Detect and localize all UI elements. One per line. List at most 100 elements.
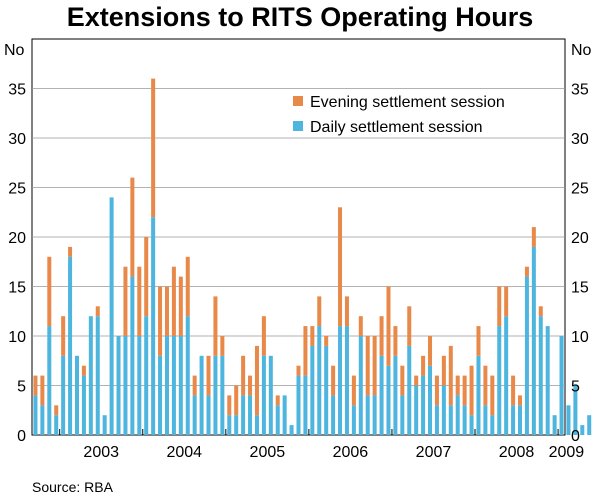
bar-evening bbox=[414, 375, 419, 386]
bar-daily bbox=[379, 355, 384, 435]
y-tick-label-right: 0 bbox=[571, 428, 580, 445]
bar-evening bbox=[144, 237, 149, 317]
bar-daily bbox=[400, 395, 405, 435]
bar-evening bbox=[441, 355, 446, 386]
bar-daily bbox=[573, 385, 578, 435]
bar-daily bbox=[268, 355, 273, 435]
bar-daily bbox=[421, 375, 426, 435]
y-tick-label-left: 10 bbox=[8, 329, 26, 346]
y-tick-label-left: 25 bbox=[8, 181, 26, 198]
legend-swatch-evening bbox=[293, 96, 303, 106]
bar-evening bbox=[476, 326, 481, 356]
bar-evening bbox=[178, 276, 183, 336]
bar-daily bbox=[213, 355, 218, 435]
bar-evening bbox=[95, 306, 100, 317]
source-note: Source: RBA bbox=[32, 479, 113, 495]
bar-daily bbox=[351, 405, 356, 435]
bar-evening bbox=[372, 336, 377, 396]
bar-evening bbox=[254, 345, 259, 416]
bar-daily bbox=[462, 405, 467, 435]
bar-evening bbox=[379, 316, 384, 356]
bar-daily bbox=[206, 395, 211, 435]
bar-evening bbox=[338, 207, 343, 327]
bar-evening bbox=[483, 365, 488, 406]
bar-daily bbox=[538, 316, 543, 435]
bar-daily bbox=[74, 355, 80, 435]
y-axis-label-right: No bbox=[571, 42, 592, 59]
bar-daily bbox=[158, 355, 163, 435]
bar-evening bbox=[386, 286, 391, 366]
y-tick-label-right: 20 bbox=[571, 230, 589, 247]
bar-evening bbox=[344, 296, 349, 327]
bar-daily bbox=[289, 425, 294, 435]
bar-evening bbox=[33, 375, 38, 396]
bar-evening bbox=[393, 326, 398, 356]
bar-daily bbox=[164, 336, 169, 435]
bar-evening bbox=[220, 336, 225, 356]
bar-evening bbox=[358, 316, 363, 336]
legend-label-daily: Daily settlement session bbox=[310, 119, 483, 136]
x-tick-label: 2009 bbox=[549, 444, 585, 461]
bar-evening bbox=[407, 306, 412, 346]
bar-evening bbox=[151, 78, 156, 218]
bar-evening bbox=[310, 326, 315, 346]
bar-daily bbox=[227, 415, 232, 435]
bar-daily bbox=[102, 415, 107, 435]
bar-daily bbox=[234, 415, 239, 435]
bar-daily bbox=[248, 395, 253, 435]
y-tick-label-left: 0 bbox=[17, 428, 26, 445]
bar-evening bbox=[469, 365, 474, 416]
bar-evening bbox=[185, 256, 190, 317]
bar-daily bbox=[61, 355, 66, 435]
bar-evening bbox=[504, 286, 509, 317]
bar-daily bbox=[47, 326, 52, 435]
bar-evening bbox=[241, 355, 246, 396]
bar-daily bbox=[185, 316, 190, 435]
y-axis-label-left: No bbox=[4, 42, 25, 59]
bar-evening bbox=[137, 266, 142, 336]
bar-daily bbox=[428, 365, 433, 435]
bar-evening bbox=[538, 306, 543, 317]
x-tick-label: 2008 bbox=[499, 444, 535, 461]
x-tick-label: 2006 bbox=[333, 444, 369, 461]
y-tick-label-right: 5 bbox=[571, 379, 580, 396]
bar-evening bbox=[434, 375, 439, 406]
bar-evening bbox=[351, 375, 356, 406]
bar-evening bbox=[61, 316, 66, 356]
bar-daily bbox=[95, 316, 100, 435]
bar-daily bbox=[414, 385, 419, 435]
bar-evening bbox=[331, 365, 336, 396]
bar-evening bbox=[490, 375, 495, 416]
y-tick-label-right: 10 bbox=[571, 329, 589, 346]
bar-daily bbox=[144, 316, 149, 435]
legend: Evening settlement session Daily settlem… bbox=[293, 94, 505, 136]
y-tick-label-left: 20 bbox=[8, 230, 26, 247]
bar-evening bbox=[365, 336, 370, 396]
bar-daily bbox=[324, 345, 329, 435]
bar-evening bbox=[448, 345, 453, 406]
chart-title: Extensions to RITS Operating Hours bbox=[66, 2, 534, 32]
bar-daily bbox=[151, 217, 156, 435]
x-tick-label: 2003 bbox=[83, 444, 119, 461]
bar-evening bbox=[130, 177, 135, 277]
bar-daily bbox=[54, 415, 59, 435]
bar-evening bbox=[400, 365, 405, 396]
bar-daily bbox=[192, 395, 197, 435]
x-tick-label: 2007 bbox=[416, 444, 452, 461]
bar-evening bbox=[234, 385, 239, 416]
y-tick-label-right: 15 bbox=[571, 280, 589, 297]
bar-daily bbox=[275, 405, 280, 435]
bar-daily bbox=[130, 276, 135, 435]
bar-evening bbox=[171, 266, 176, 336]
bar-daily bbox=[524, 276, 529, 435]
bar-evening bbox=[462, 375, 467, 406]
bar-evening bbox=[261, 316, 266, 356]
bar-daily bbox=[220, 355, 225, 435]
bar-evening bbox=[123, 266, 128, 336]
bar-series-group bbox=[33, 78, 592, 435]
bar-daily bbox=[483, 405, 488, 435]
y-tick-label-right: 25 bbox=[571, 181, 589, 198]
bar-evening bbox=[497, 286, 502, 327]
bar-evening bbox=[213, 296, 218, 356]
